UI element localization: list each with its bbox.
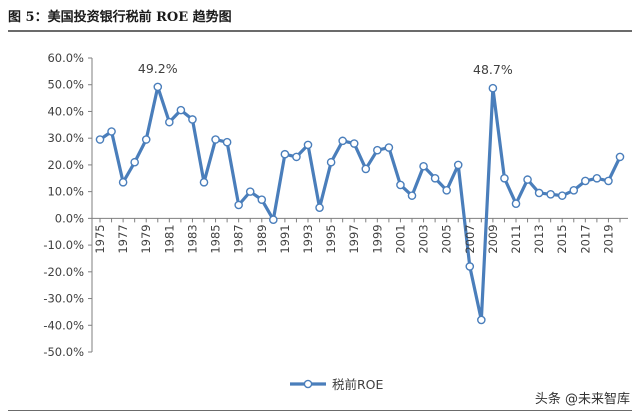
data-point — [615, 152, 625, 162]
x-tick-label: 1981 — [162, 224, 176, 253]
x-tick-label: 1995 — [324, 224, 338, 253]
data-point — [407, 191, 417, 200]
x-tick-label: 1989 — [255, 224, 269, 253]
y-tick-label: 10.0% — [47, 185, 84, 199]
x-tick-label: 1997 — [347, 224, 361, 253]
data-point — [165, 117, 174, 127]
x-tick-label: 2003 — [417, 224, 431, 253]
y-tick-label: -10.0% — [43, 238, 84, 252]
y-tick-label: 60.0% — [47, 51, 84, 65]
bottom-divider — [8, 410, 632, 411]
y-tick-label: -30.0% — [43, 292, 84, 306]
legend-swatch-marker — [303, 379, 313, 389]
data-point — [442, 185, 451, 195]
x-tick-label: 2007 — [463, 224, 477, 253]
data-point — [511, 199, 521, 208]
data-point — [141, 135, 151, 144]
x-tick-label: 1991 — [278, 224, 292, 253]
data-point — [523, 175, 532, 184]
data-point — [569, 185, 579, 195]
y-tick-label: -40.0% — [43, 318, 84, 332]
legend-label: 税前ROE — [332, 377, 384, 392]
y-tick-label: 40.0% — [47, 104, 84, 118]
data-point — [592, 173, 602, 183]
data-point — [419, 161, 428, 171]
data-label: 48.7% — [473, 62, 513, 77]
data-point — [245, 187, 255, 196]
data-point — [557, 191, 567, 200]
data-point — [315, 203, 324, 212]
data-point — [303, 140, 313, 150]
data-point — [199, 177, 209, 187]
data-label: 49.2% — [138, 61, 178, 76]
data-point — [430, 173, 440, 183]
x-tick-label: 2013 — [532, 224, 546, 253]
data-point — [234, 200, 243, 210]
data-point — [188, 115, 197, 124]
x-tick-label: 2009 — [486, 224, 500, 253]
data-point — [338, 136, 347, 146]
data-point — [211, 135, 220, 144]
y-tick-label: 0.0% — [55, 211, 84, 225]
x-tick-label: 1993 — [301, 224, 315, 253]
series-line-pretax-roe — [99, 85, 622, 322]
data-point — [280, 149, 290, 159]
data-point — [95, 135, 105, 144]
y-tick-label: 30.0% — [47, 131, 84, 145]
data-point — [292, 152, 301, 162]
watermark: 头条 @未来智库 — [534, 392, 630, 407]
data-point — [361, 164, 371, 174]
data-point — [176, 105, 186, 115]
data-point — [477, 315, 486, 325]
y-tick-label: 50.0% — [47, 78, 84, 92]
data-point — [500, 173, 509, 183]
data-point — [581, 176, 590, 186]
x-tick-label: 1987 — [232, 224, 246, 253]
data-point — [465, 262, 475, 271]
x-tick-label: 2001 — [393, 224, 407, 253]
x-tick-label: 1977 — [116, 224, 130, 253]
data-point — [107, 127, 116, 136]
y-tick-label: 20.0% — [47, 158, 84, 172]
x-tick-label: 1979 — [139, 224, 153, 253]
x-tick-label: 1999 — [370, 224, 384, 253]
x-tick-label: 2019 — [601, 224, 615, 253]
data-point — [130, 157, 139, 167]
data-point — [349, 139, 359, 148]
data-point — [604, 176, 613, 186]
data-point — [373, 145, 382, 155]
x-tick-label: 2017 — [578, 224, 592, 253]
data-point — [546, 190, 555, 199]
data-point — [269, 215, 278, 224]
x-tick-label: 2005 — [440, 224, 454, 253]
data-point — [488, 83, 498, 93]
data-point — [257, 195, 267, 204]
data-point — [153, 82, 163, 92]
data-point — [118, 177, 128, 187]
data-point — [222, 137, 232, 147]
x-tick-label: 1975 — [93, 224, 107, 253]
data-point — [453, 160, 463, 170]
data-point — [384, 143, 394, 152]
figure-title: 图 5：美国投资银行税前 ROE 趋势图 — [8, 10, 232, 25]
x-tick-label: 2015 — [555, 224, 569, 253]
title-divider — [8, 30, 632, 32]
x-tick-label: 1985 — [209, 224, 223, 253]
data-point — [534, 188, 544, 198]
y-tick-label: -20.0% — [43, 265, 84, 279]
x-tick-label: 2011 — [509, 224, 523, 253]
data-point — [396, 180, 405, 190]
data-point — [326, 157, 336, 167]
y-tick-label: -50.0% — [43, 345, 84, 359]
x-tick-label: 1983 — [185, 224, 199, 253]
